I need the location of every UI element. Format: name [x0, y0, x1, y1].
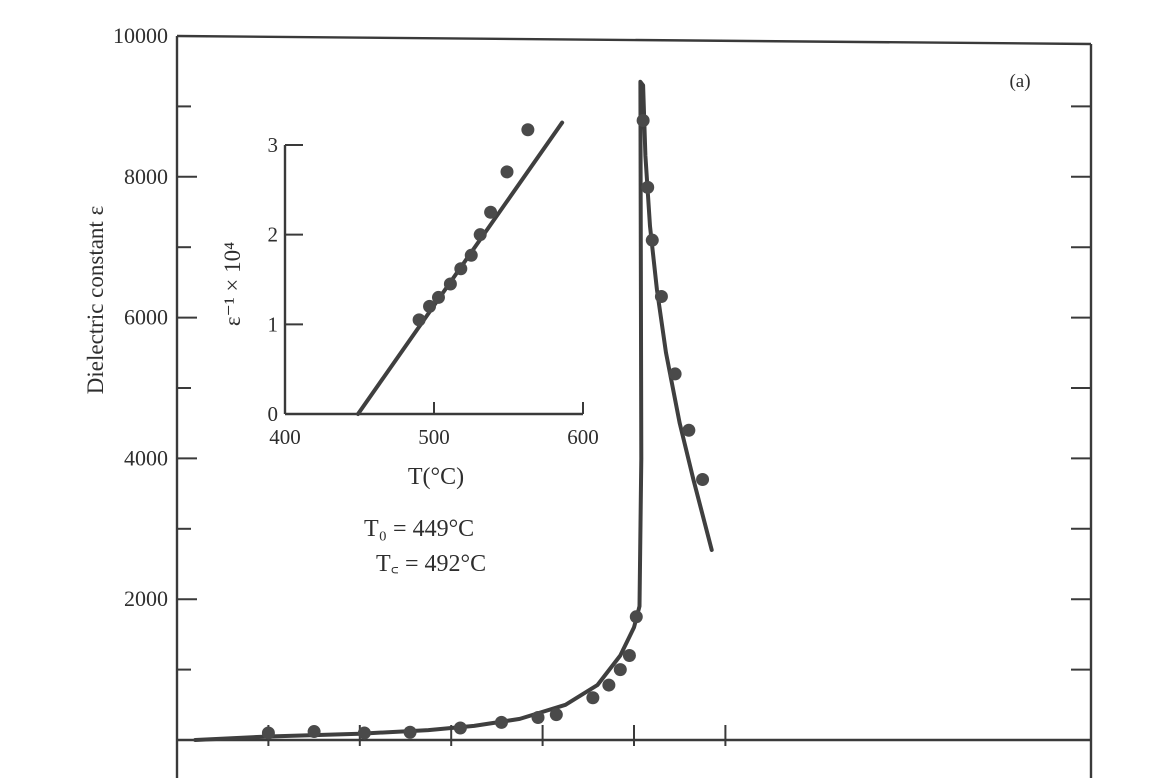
- main-data-point: [357, 726, 371, 740]
- inset-y-tick-label: 2: [268, 223, 279, 247]
- inset-data-point: [454, 262, 468, 276]
- inset-y-tick-label: 3: [268, 133, 279, 157]
- main-top-axis: [176, 34, 1092, 46]
- inset-data-point: [443, 277, 457, 291]
- main-y-tick-label: 6000: [124, 305, 168, 330]
- inset-data-point: [464, 248, 478, 262]
- main-data-point: [629, 610, 643, 624]
- inset-x-tick-label: 500: [418, 425, 450, 449]
- main-data-point: [586, 691, 600, 705]
- main-data-point: [645, 233, 659, 247]
- main-data-point: [307, 725, 321, 739]
- panel-label: (a): [1009, 71, 1030, 92]
- inset-y-tick-label: 1: [268, 312, 279, 336]
- inset-ticks: [284, 144, 584, 414]
- inset-data-point: [423, 299, 437, 313]
- main-data-point: [403, 725, 417, 739]
- annotation-t0: T₀ = 449°C: [364, 516, 474, 542]
- main-data-point: [261, 726, 275, 740]
- inset-x-tick-label: 400: [269, 425, 301, 449]
- main-ticks: [177, 105, 1091, 746]
- main-data-point: [696, 473, 710, 487]
- main-y-tick-label: 10000: [113, 23, 168, 48]
- main-y-tick-labels: 2000 4000 6000 8000 10000: [113, 23, 168, 611]
- main-data-point: [613, 663, 627, 677]
- inset-x-axis-label: T(°C): [408, 464, 464, 490]
- main-data-points: [261, 113, 710, 740]
- main-data-point: [453, 721, 467, 735]
- inset-data-point: [500, 165, 514, 179]
- inset-y-axis-label: ε⁻¹ × 10⁴: [220, 242, 245, 326]
- main-data-point: [531, 710, 545, 724]
- main-data-point: [641, 180, 655, 194]
- main-y-tick-label: 8000: [124, 164, 168, 189]
- inset-data-point: [473, 228, 487, 242]
- main-data-point: [494, 715, 508, 729]
- inset-data-point: [521, 123, 535, 137]
- inset-data-point: [431, 290, 445, 304]
- inset-data-point: [412, 313, 426, 327]
- inset-axes: [283, 145, 583, 416]
- inset-tick-labels: 0 1 2 3 400 500 600: [268, 133, 599, 449]
- main-y-axis-label: Dielectric constant ε: [83, 206, 108, 394]
- inset-y-tick-label: 0: [268, 402, 279, 426]
- main-data-point: [682, 423, 696, 437]
- inset-data-points: [412, 123, 535, 327]
- main-data-point: [549, 708, 563, 722]
- main-data-point: [636, 113, 650, 127]
- main-data-point: [654, 289, 668, 303]
- main-axes: [175, 34, 1093, 778]
- annotation-tc: T꜀ = 492°C: [376, 551, 486, 577]
- main-data-point: [622, 649, 636, 663]
- main-data-point: [668, 367, 682, 381]
- inset-x-tick-label: 600: [567, 425, 599, 449]
- main-y-tick-label: 2000: [124, 586, 168, 611]
- main-data-point: [602, 678, 616, 692]
- main-y-tick-label: 4000: [124, 445, 168, 470]
- main-fit-curve: [193, 79, 714, 742]
- inset-data-point: [484, 205, 498, 219]
